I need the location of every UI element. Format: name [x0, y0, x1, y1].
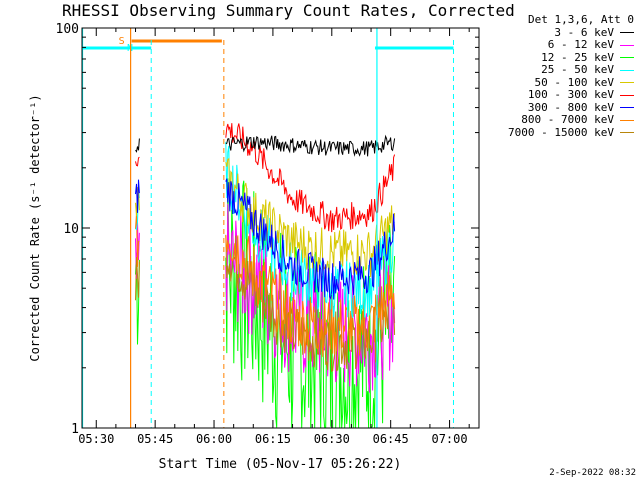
- legend-entry-label: 50 - 100 keV: [534, 75, 614, 89]
- legend-entry-label: 25 - 50 keV: [541, 63, 614, 76]
- legend-swatch: [620, 57, 634, 59]
- legend-swatch: [620, 32, 634, 34]
- legend-entry: 7000 - 15000 keV: [486, 125, 634, 140]
- legend-swatch: [620, 44, 634, 46]
- legend-entry-label: 300 - 800 keV: [527, 100, 614, 114]
- series-trace: [135, 179, 140, 213]
- x-tick-label: 06:30: [314, 432, 350, 446]
- legend-entry-label: 100 - 300 keV: [527, 88, 614, 101]
- series-trace: [225, 235, 396, 357]
- legend-swatch: [620, 119, 634, 121]
- x-axis-label: Start Time (05-Nov-17 05:26:22): [159, 457, 402, 472]
- legend-entry: 300 - 800 keV: [486, 100, 634, 115]
- plot-frame: [81, 27, 480, 429]
- legend-entries: 3 - 6 keV 6 - 12 keV 12 - 25 keV 25 - 50 ke…: [486, 25, 634, 140]
- series-trace: [225, 141, 395, 319]
- x-tick-label: 05:30: [78, 432, 114, 446]
- series-trace: [135, 156, 140, 167]
- series-trace: [135, 257, 140, 301]
- saa-label: S: [119, 36, 125, 47]
- axes-group: 05:30 05:45 06:00 06:15 06:30 06:45 07:00 1 10 10…: [56, 22, 479, 446]
- legend-entry-label: 800 - 7000 keV: [521, 113, 614, 126]
- x-tick-label: 07:00: [431, 432, 467, 446]
- x-tick-label: 06:45: [373, 432, 409, 446]
- series-trace: [225, 178, 396, 300]
- y-tick-label: 100: [56, 22, 79, 37]
- legend-swatch: [620, 69, 634, 71]
- series-trace: [225, 123, 396, 233]
- y-tick-label: 10: [63, 222, 79, 237]
- series-trace: [225, 157, 396, 277]
- series-trace: [225, 234, 396, 373]
- y-axis-label: Corrected Count Rate (s⁻¹ detector⁻¹): [28, 94, 42, 361]
- legend-swatch: [620, 132, 634, 134]
- chart-title: RHESSI Observing Summary Count Rates, Co…: [62, 1, 515, 20]
- series-trace: [225, 203, 396, 393]
- legend-entry-label: 7000 - 15000 keV: [508, 125, 614, 139]
- legend-entry: 3 - 6 keV: [486, 25, 634, 40]
- series-trace: [135, 187, 140, 217]
- legend: Det 1,3,6, Att 0 3 - 6 keV 6 - 12 keV 12 -…: [486, 13, 634, 140]
- x-tick-label: 05:45: [137, 432, 173, 446]
- legend-swatch: [620, 82, 634, 84]
- legend-entry: 6 - 12 keV: [486, 38, 634, 52]
- legend-header: Det 1,3,6, Att 0: [528, 13, 634, 26]
- legend-entry: 12 - 25 keV: [486, 50, 634, 65]
- legend-entry: 50 - 100 keV: [486, 75, 634, 90]
- legend-entry: 800 - 7000 keV: [486, 113, 634, 127]
- legend-entry-label: 6 - 12 keV: [547, 38, 614, 51]
- series-trace: [225, 134, 396, 157]
- legend-entry: 25 - 50 keV: [486, 63, 634, 77]
- x-tick-label: 06:00: [196, 432, 232, 446]
- legend-entry-label: 12 - 25 keV: [541, 50, 614, 64]
- series-trace: [135, 213, 140, 267]
- legend-entry: 100 - 300 keV: [486, 88, 634, 102]
- annotation-group: NS: [81, 28, 454, 428]
- legend-swatch: [620, 107, 634, 109]
- series-group: [135, 123, 396, 429]
- legend-swatch: [620, 94, 634, 96]
- legend-entry-label: 3 - 6 keV: [554, 25, 614, 39]
- x-tick-label: 06:15: [255, 432, 291, 446]
- series-trace: [135, 138, 140, 153]
- footer-date: 2-Sep-2022 08:32: [549, 468, 636, 478]
- y-tick-label: 1: [71, 422, 79, 437]
